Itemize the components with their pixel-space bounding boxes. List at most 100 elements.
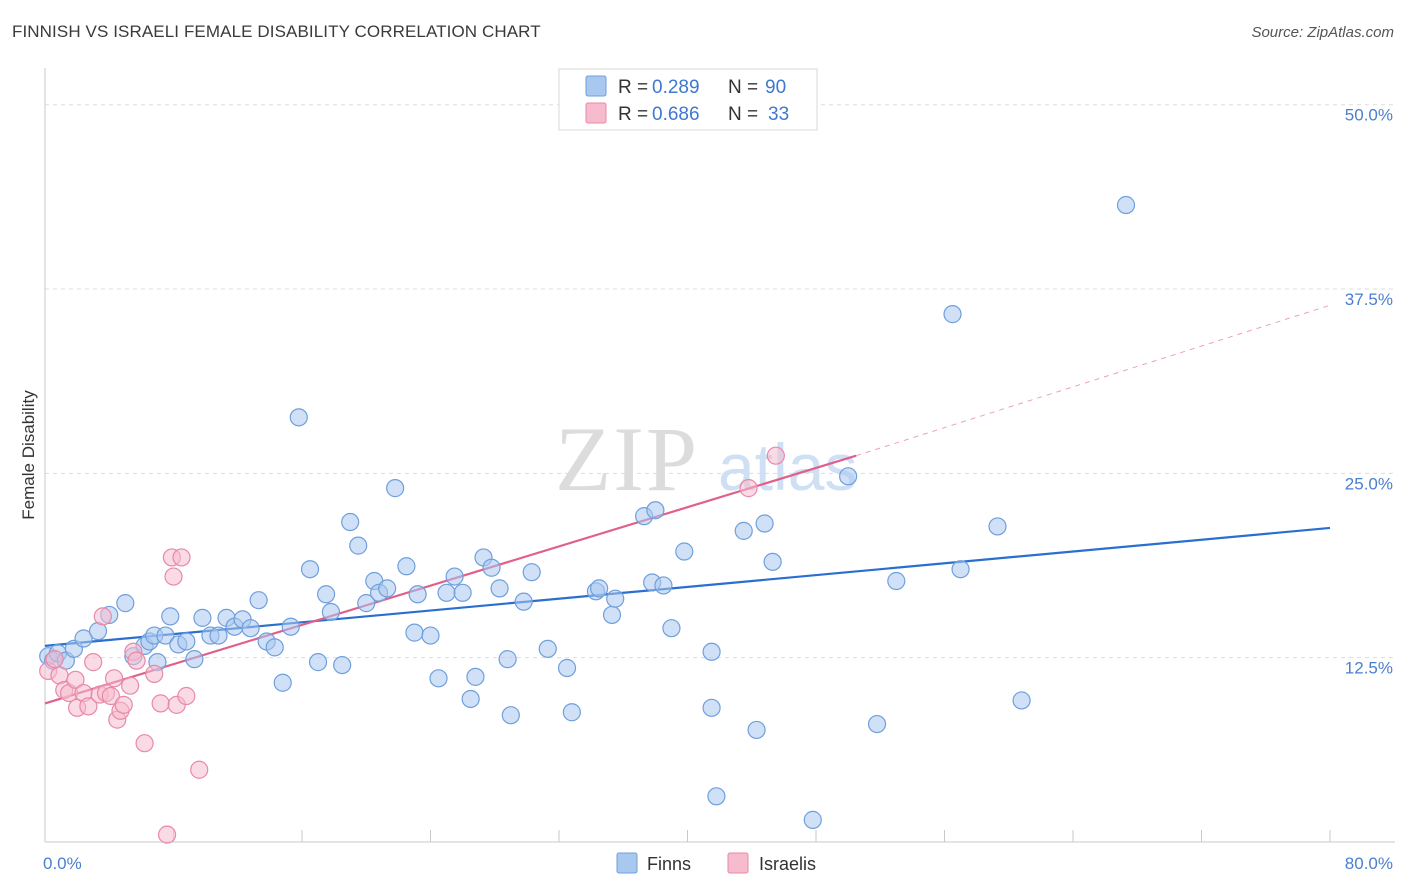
finns-point-62: [557, 658, 577, 678]
finns-point-14: [156, 626, 175, 645]
legend-n-label-finns: N =: [728, 77, 758, 98]
finns-point-33: [308, 653, 328, 672]
finns-point-82: [839, 467, 858, 486]
finns-point-79: [755, 514, 774, 533]
finns-point-17: [177, 632, 196, 651]
finns-point-88: [1012, 691, 1031, 710]
israelis-point-22: [145, 664, 164, 684]
finns-point-87: [988, 517, 1007, 536]
y-tick-label-1: 25.0%: [1345, 474, 1393, 493]
legend-n-label-israelis: N =: [728, 104, 758, 125]
finns-point-61: [538, 639, 557, 658]
israelis-point-8: [79, 697, 98, 716]
legend-swatch-finns: [585, 75, 607, 97]
finns-point-44: [397, 557, 416, 576]
finns-point-81: [803, 810, 822, 829]
finns-point-39: [357, 594, 376, 613]
watermark-zip: ZIP: [555, 408, 699, 510]
finns-point-19: [193, 608, 212, 627]
finns-point-37: [341, 512, 360, 532]
legend-r-value-israelis: 0.686: [652, 104, 700, 125]
source-label: Source: ZipAtlas.com: [1251, 24, 1394, 41]
finns-point-60: [522, 563, 541, 582]
finns-point-51: [453, 583, 472, 602]
watermark-atlas: atlas: [718, 430, 857, 504]
y-tick-labels: 12.5% 25.0% 37.5% 50.0%: [1345, 106, 1393, 678]
finns-point-86: [951, 560, 970, 579]
y-tick-label-2: 37.5%: [1345, 290, 1393, 309]
x-tick-label-0: 0.0%: [43, 854, 82, 873]
finns-point-30: [281, 617, 300, 636]
legend: R = 0.289 N = 90 R = 0.686 N = 33: [558, 68, 818, 131]
series-finns: [39, 195, 1136, 829]
legend-r-label-israelis: R =: [618, 104, 648, 125]
bottom-legend-israelis: Israelis: [759, 854, 816, 874]
finns-point-75: [702, 698, 721, 717]
finns-point-8: [116, 594, 135, 613]
finns-point-42: [378, 579, 397, 598]
finns-point-15: [161, 607, 180, 626]
finns-point-46: [408, 585, 427, 604]
israelis-point-13: [101, 686, 120, 706]
legend-n-value-finns: 90: [765, 77, 786, 98]
y-axis-title: Female Disability: [19, 390, 38, 520]
finns-point-65: [590, 579, 609, 598]
israelis-point-9: [84, 653, 103, 672]
finns-point-77: [734, 521, 753, 540]
series-israelis: [39, 446, 785, 844]
israelis-point-11: [93, 607, 112, 626]
finns-point-52: [461, 689, 480, 709]
finns-point-78: [747, 720, 766, 740]
finns-point-32: [300, 560, 320, 579]
finns-point-47: [421, 626, 440, 645]
finns-point-76: [707, 787, 726, 806]
israelis-point-21: [135, 734, 154, 753]
bottom-legend-finns: Finns: [647, 854, 691, 874]
israelis-point-17: [114, 695, 133, 714]
israelis-point-28: [172, 548, 191, 567]
israelis-point-1: [45, 650, 64, 669]
finns-point-21: [209, 626, 228, 645]
finns-point-49: [437, 583, 456, 602]
finns-point-50: [445, 567, 464, 586]
finns-point-89: [1116, 195, 1136, 215]
finns-point-84: [887, 571, 906, 591]
finns-point-43: [386, 479, 405, 498]
watermark: ZIP atlas: [555, 408, 857, 510]
finns-point-63: [562, 703, 581, 722]
israelis-point-26: [164, 567, 183, 586]
finns-point-71: [654, 576, 673, 595]
israelis-point-20: [127, 651, 146, 670]
finns-point-70: [646, 501, 665, 520]
finns-point-85: [943, 305, 962, 324]
finns-point-66: [602, 605, 622, 625]
israelis-point-14: [104, 669, 124, 688]
finns-point-57: [498, 650, 517, 669]
legend-swatch-israelis: [585, 102, 607, 124]
finns-point-55: [482, 558, 501, 577]
israelis-point-24: [157, 825, 177, 844]
finns-point-25: [241, 619, 260, 638]
israelis-trend-extension: [856, 304, 1331, 457]
finns-point-72: [662, 619, 681, 638]
finns-point-56: [490, 579, 509, 598]
data-points: [39, 195, 1136, 844]
finns-point-31: [289, 408, 308, 427]
finns-point-83: [867, 714, 887, 734]
finns-point-59: [514, 592, 533, 611]
bottom-legend-swatch-israelis: [727, 852, 749, 874]
x-tick-labels: 0.0% 80.0%: [43, 854, 1393, 873]
finns-point-67: [606, 589, 625, 608]
grid-lines: [45, 104, 1395, 659]
finns-point-29: [273, 673, 292, 692]
finns-point-53: [466, 667, 485, 686]
axes: [44, 68, 1395, 843]
israelis-point-23: [151, 694, 170, 713]
israelis-point-18: [121, 676, 140, 695]
chart-title: FINNISH VS ISRAELI FEMALE DISABILITY COR…: [12, 22, 541, 41]
finns-point-36: [333, 655, 352, 675]
legend-n-value-israelis: 33: [768, 104, 789, 125]
israelis-point-32: [766, 446, 785, 465]
y-tick-label-3: 50.0%: [1345, 106, 1393, 125]
